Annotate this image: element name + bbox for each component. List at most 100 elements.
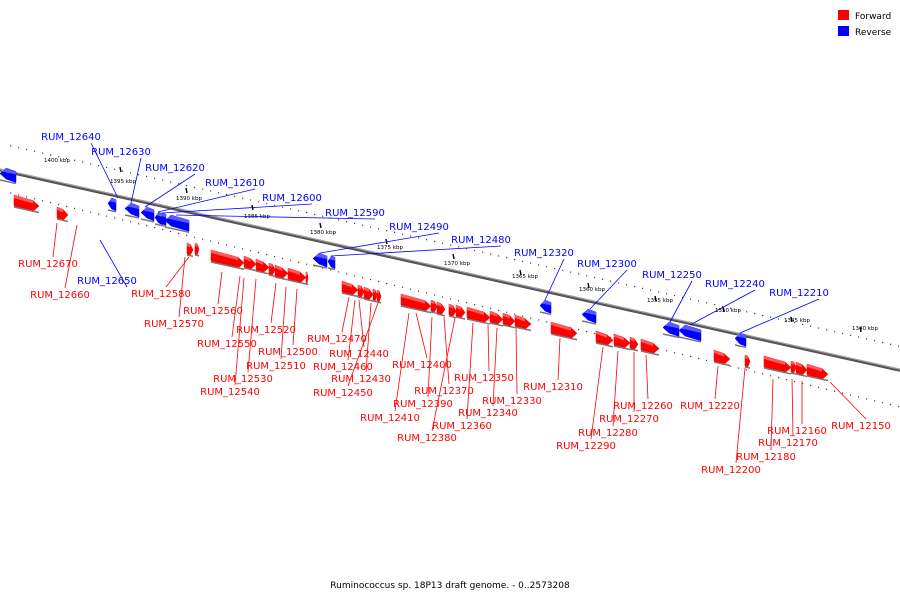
rum-12450-feature[interactable] (376, 289, 382, 304)
gene-label[interactable]: RUM_12580 (131, 289, 191, 300)
gene-label[interactable]: RUM_12360 (432, 421, 492, 432)
gene-label[interactable]: RUM_12560 (183, 306, 243, 317)
legend-reverse[interactable]: Reverse (838, 26, 892, 38)
rum-12490-feature[interactable] (312, 252, 328, 269)
rum-12570-feature[interactable] (194, 242, 200, 257)
gene-label[interactable]: RUM_12510 (246, 361, 306, 372)
gene-label[interactable]: RUM_12270 (599, 414, 659, 425)
rum-12620-feature[interactable] (140, 206, 155, 223)
rum-12370-feature[interactable] (448, 303, 457, 319)
gene-label[interactable]: RUM_12320 (514, 248, 574, 259)
gene-label[interactable]: RUM_12180 (736, 452, 796, 463)
rum-12670-feature[interactable] (13, 194, 40, 214)
rum-12540-feature[interactable] (268, 262, 276, 278)
gene-label[interactable]: RUM_12590 (325, 208, 385, 219)
gene-label[interactable]: RUM_12390 (393, 399, 453, 410)
rum-12170-feature[interactable] (790, 360, 797, 375)
gene-label[interactable]: RUM_12610 (205, 178, 265, 189)
gene-label[interactable]: RUM_12500 (258, 347, 318, 358)
rum-12220-feature[interactable] (713, 349, 731, 367)
gene-label[interactable]: RUM_12670 (18, 259, 78, 270)
rum-12640-feature[interactable] (107, 197, 117, 213)
gene-label[interactable]: RUM_12210 (769, 288, 829, 299)
rum-12470-feature[interactable] (341, 280, 359, 298)
rum-12300-feature[interactable] (581, 308, 597, 325)
gene-label[interactable]: RUM_12570 (144, 319, 204, 330)
rum-12650-feature[interactable] (0, 167, 17, 185)
gene-label[interactable]: RUM_12470 (307, 334, 367, 345)
gene-label[interactable]: RUM_12450 (313, 388, 373, 399)
rum-12320-feature[interactable] (539, 299, 552, 316)
rum-12460-feature[interactable] (363, 286, 374, 302)
rum-12330-feature[interactable] (514, 314, 532, 332)
gene-label[interactable]: RUM_12430 (331, 374, 391, 385)
gene-label[interactable]: RUM_12310 (523, 382, 583, 393)
rum-12210-feature[interactable] (734, 332, 747, 349)
gene-label[interactable]: RUM_12370 (414, 386, 474, 397)
gene-label[interactable]: RUM_12630 (91, 147, 151, 158)
gene-label[interactable]: RUM_12280 (578, 428, 638, 439)
gene-label[interactable]: RUM_12330 (482, 396, 542, 407)
rum-12340-feature[interactable] (502, 312, 516, 329)
rum-12550-feature[interactable] (243, 255, 257, 272)
rum-12180-feature[interactable] (763, 355, 792, 375)
gene-label[interactable]: RUM_12160 (767, 426, 827, 437)
rum-12270-feature[interactable] (629, 336, 639, 352)
gene-label[interactable]: RUM_12620 (145, 163, 205, 174)
gene-label[interactable]: RUM_12660 (30, 290, 90, 301)
gene-label[interactable]: RUM_12340 (458, 408, 518, 419)
gene-label[interactable]: RUM_12170 (758, 438, 818, 449)
gene-label[interactable]: RUM_12530 (213, 374, 273, 385)
gene-label[interactable]: RUM_12240 (705, 279, 765, 290)
rum-12290-feature[interactable] (595, 330, 614, 348)
rum-12390-feature[interactable] (436, 301, 446, 317)
gene-label[interactable]: RUM_12480 (451, 235, 511, 246)
rum-12600-feature[interactable] (159, 212, 167, 228)
gene-label[interactable]: RUM_12200 (701, 465, 761, 476)
rum-12240-feature[interactable] (678, 324, 702, 343)
gene-label[interactable]: RUM_12400 (392, 360, 452, 371)
rum-12150-feature[interactable] (806, 363, 829, 382)
rum-12260-feature[interactable] (640, 338, 660, 356)
gene-label[interactable]: RUM_12150 (831, 421, 891, 432)
rum-12280-feature[interactable] (613, 333, 631, 351)
gene-label[interactable]: RUM_12290 (556, 441, 616, 452)
rum-12510-feature[interactable] (287, 267, 307, 285)
rum-12440-feature[interactable] (357, 284, 365, 300)
rum-12410-feature[interactable] (430, 299, 438, 315)
gene-label[interactable]: RUM_12550 (197, 339, 257, 350)
rum-12360-feature[interactable] (466, 306, 491, 325)
rum-12430-feature[interactable] (372, 288, 378, 303)
rum-12200-feature[interactable] (744, 354, 751, 369)
gene-label[interactable]: RUM_12640 (41, 132, 101, 143)
legend-forward[interactable]: Forward (838, 10, 891, 22)
rum-12660-feature[interactable] (56, 206, 69, 223)
gene-label[interactable]: RUM_12600 (262, 193, 322, 204)
gene-label[interactable]: RUM_12540 (200, 387, 260, 398)
rum-12590-feature[interactable] (164, 214, 190, 234)
rum-12250-feature[interactable] (662, 321, 680, 339)
gene-label[interactable]: RUM_12260 (613, 401, 673, 412)
gene-label[interactable]: RUM_12220 (680, 401, 740, 412)
rum-12520-feature[interactable] (274, 264, 289, 281)
rum-12530-feature[interactable] (255, 258, 270, 275)
rum-12160-feature[interactable] (795, 361, 808, 378)
gene-label[interactable]: RUM_12490 (389, 222, 449, 233)
rum-12350-feature[interactable] (489, 310, 504, 327)
rum-12580-feature[interactable] (186, 242, 194, 258)
rum-12480-feature[interactable] (327, 255, 336, 271)
gene-label[interactable]: RUM_12460 (313, 362, 373, 373)
gene-label[interactable]: RUM_12650 (77, 276, 137, 287)
gene-label[interactable]: RUM_12520 (236, 325, 296, 336)
rum-12400-feature[interactable] (400, 293, 432, 314)
gene-label[interactable]: RUM_12300 (577, 259, 637, 270)
gene-label[interactable]: RUM_12350 (454, 373, 514, 384)
rum-12630-feature[interactable] (124, 202, 140, 219)
rum-12500-feature[interactable] (305, 271, 309, 286)
rum-12380-feature[interactable] (455, 304, 466, 320)
gene-label[interactable]: RUM_12250 (642, 270, 702, 281)
rum-12560-feature[interactable] (210, 249, 245, 270)
gene-label[interactable]: RUM_12410 (360, 413, 420, 424)
gene-label[interactable]: RUM_12380 (397, 433, 457, 444)
rum-12310-feature[interactable] (550, 321, 578, 341)
